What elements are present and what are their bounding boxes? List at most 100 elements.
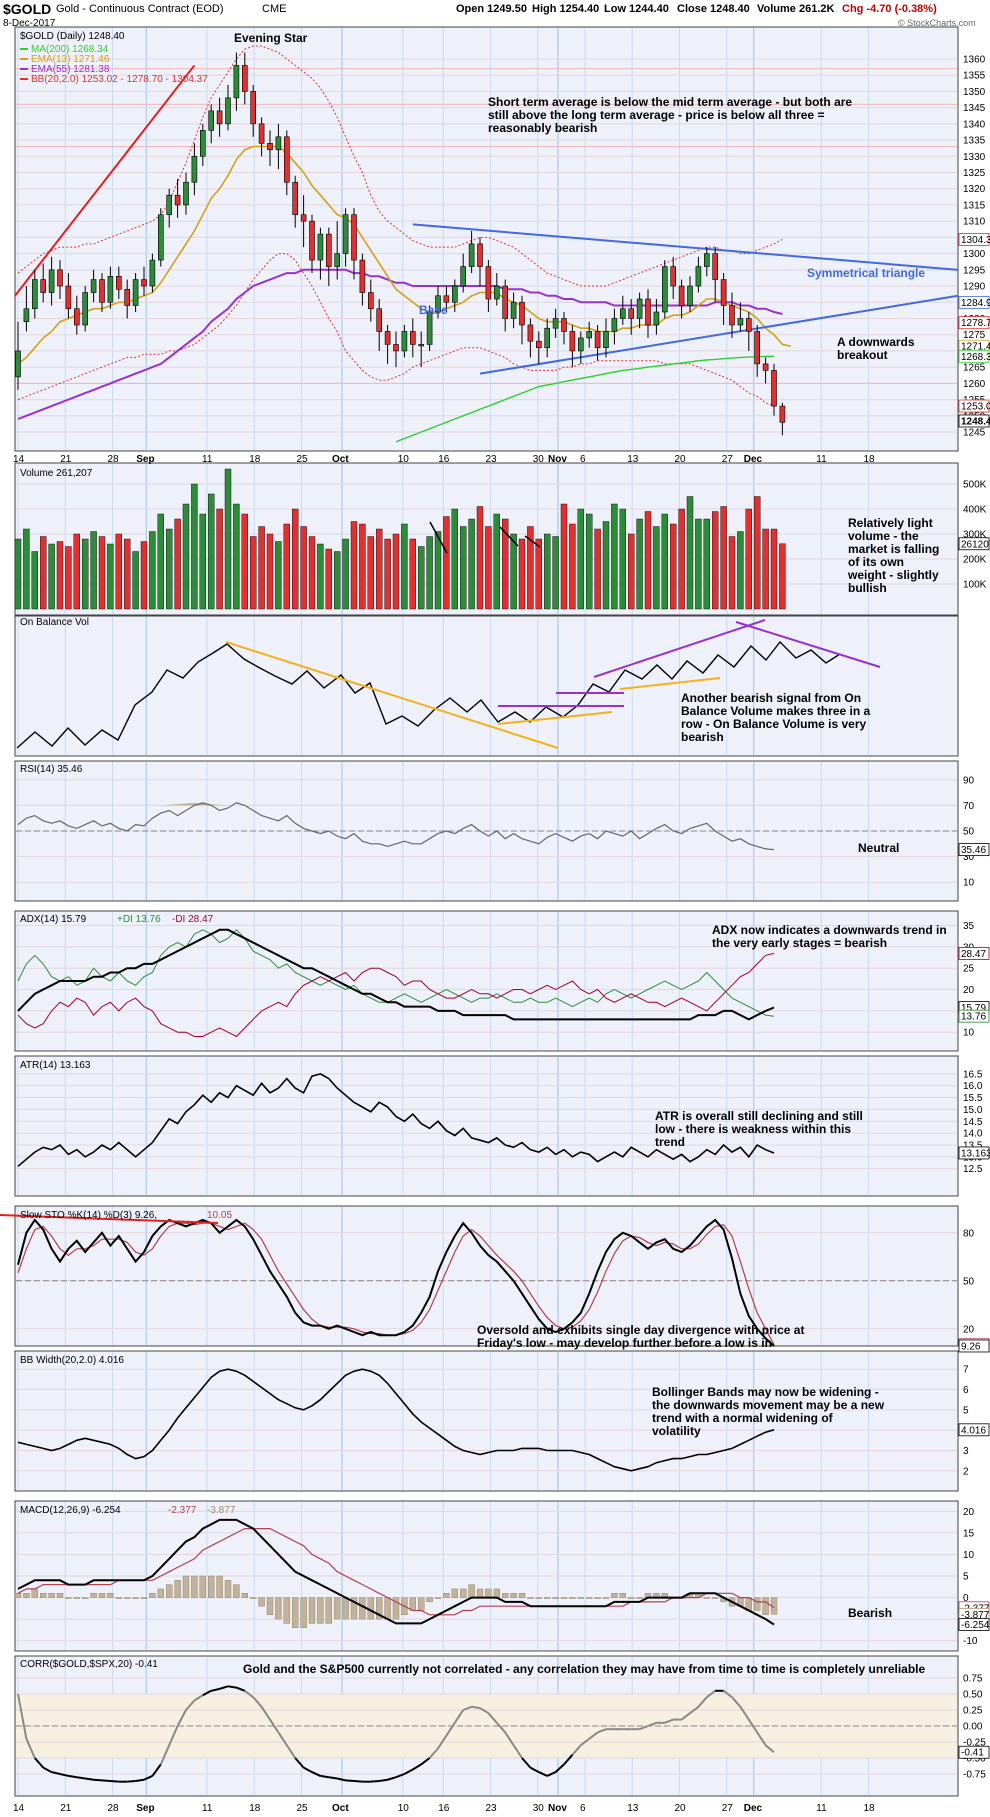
macd-histogram-bar [586, 1597, 593, 1599]
adx-tick: 10 [963, 1028, 975, 1039]
corr-line-segment [285, 1744, 297, 1759]
candle-body [552, 318, 559, 329]
sto-divergence-line [0, 1214, 219, 1224]
volume-bar [502, 518, 509, 610]
corr-line-segment [395, 1773, 405, 1779]
corr-tick: 0.25 [963, 1706, 983, 1717]
corr-line-segment [538, 1771, 548, 1777]
volume-bar [703, 518, 710, 610]
candle-body [603, 331, 609, 348]
candle-body [359, 259, 366, 293]
candle-body [65, 285, 72, 310]
ma200-line [395, 355, 775, 443]
candle-body [502, 285, 509, 319]
volume-bar [48, 543, 55, 610]
x-axis-bottom-tick: 20 [675, 1803, 687, 1814]
volume-bar [527, 526, 534, 610]
x-axis-top-tick: 11 [202, 454, 213, 465]
corr-line-segment [370, 1780, 380, 1783]
candle-body [569, 331, 576, 352]
candle-body [762, 363, 769, 371]
volume-bar [233, 503, 240, 610]
x-axis-top-tick: Nov [548, 454, 567, 465]
candle-body [225, 97, 231, 125]
volume-bar [191, 483, 198, 610]
volume-bar [283, 523, 290, 610]
price-value-label-box [958, 233, 990, 246]
corr-line-segment [59, 1773, 69, 1777]
macd-histogram-bar [569, 1597, 576, 1599]
candle-body [233, 65, 240, 99]
volume-divergence-line [429, 521, 448, 554]
macd-histogram-bar [527, 1597, 534, 1599]
x-axis-bottom-tick: 30 [533, 1803, 545, 1814]
x-axis-bottom-tick: 11 [816, 1803, 827, 1814]
candle-body [737, 318, 744, 326]
candle-body [149, 259, 156, 287]
rsi-overbought-fill [160, 802, 228, 806]
ma-annotation: reasonably bearish [488, 121, 597, 135]
corr-title: CORR($GOLD,$SPX,20) -0.41 [20, 1659, 158, 1670]
corr-line-segment [93, 1778, 103, 1782]
volume-bar [23, 528, 30, 610]
macd-histogram-bar [384, 1597, 391, 1620]
atr-title: ATR(14) 13.163 [20, 1060, 91, 1071]
atr-tick: 16.0 [963, 1081, 983, 1092]
volume-bar [619, 508, 626, 610]
price-tick: 1360 [963, 54, 986, 65]
open-value: Open 1249.50 [456, 3, 527, 15]
volume-bar [165, 528, 173, 610]
candle-body [670, 266, 677, 287]
price-tick: 1320 [963, 184, 986, 195]
candle-body [15, 350, 21, 378]
rsi-tick: 10 [963, 878, 975, 889]
atr-tick: 12.5 [963, 1164, 983, 1175]
change-value: Chg -4.70 (-0.38%) [842, 3, 937, 15]
volume-bar [140, 541, 148, 610]
corr-tick: 0.50 [963, 1690, 983, 1701]
volume-bar [317, 543, 324, 610]
volume-bar [149, 531, 156, 610]
corr-line-segment [244, 1690, 254, 1698]
candle-body [317, 233, 324, 261]
volume-annotation: weight - slightly [847, 568, 939, 582]
price-value-label-box [958, 316, 990, 330]
candle-body [57, 269, 63, 287]
corr-line-segment [252, 1696, 263, 1708]
candle-body [561, 318, 567, 332]
candle-body [309, 220, 315, 261]
corr-tick: -0.50 [963, 1754, 986, 1765]
price-tick: 1355 [963, 71, 986, 82]
volume-annotation: Relatively light [848, 516, 933, 530]
corr-line-segment [412, 1763, 422, 1771]
corr-line-segment [236, 1686, 246, 1692]
corr-line-segment [311, 1771, 321, 1777]
price-tick: 1260 [963, 379, 986, 390]
volume-bar [359, 523, 366, 610]
candle-body [779, 405, 786, 423]
adx-panel-frame [14, 910, 959, 1052]
volume-bar [266, 533, 274, 610]
obv-line [16, 640, 841, 749]
atr-annotation: ATR is overall still declining and still [655, 1109, 863, 1123]
candle-body [31, 279, 38, 310]
obv-trendline [619, 677, 721, 690]
macd-histogram-bar [468, 1584, 475, 1598]
obv-title: On Balance Vol [20, 617, 89, 628]
volume-bar [40, 536, 47, 610]
macd-histogram-bar [560, 1597, 568, 1599]
ma-annotation: Short term average is below the mid term… [488, 95, 852, 109]
bbwidth-last-label-box [958, 1423, 990, 1437]
macd-tick: 10 [963, 1550, 975, 1561]
legend-entry: MA(200) 1268.34 [31, 44, 109, 55]
corr-line-segment [176, 1709, 187, 1727]
atr-panel-frame [14, 1055, 959, 1197]
candle-body [267, 142, 273, 151]
sto-title: Slow STO %K(14) %D(3) 9.26, [20, 1210, 157, 1221]
price-tick: 1325 [963, 168, 986, 179]
macd-title: MACD(12,26,9) -6.254 [20, 1505, 121, 1516]
macd-histogram-bar [283, 1597, 290, 1624]
chart-header: $GOLD Gold - Continuous Contract (EOD) C… [0, 0, 990, 30]
macd-histogram-bar [342, 1597, 349, 1620]
